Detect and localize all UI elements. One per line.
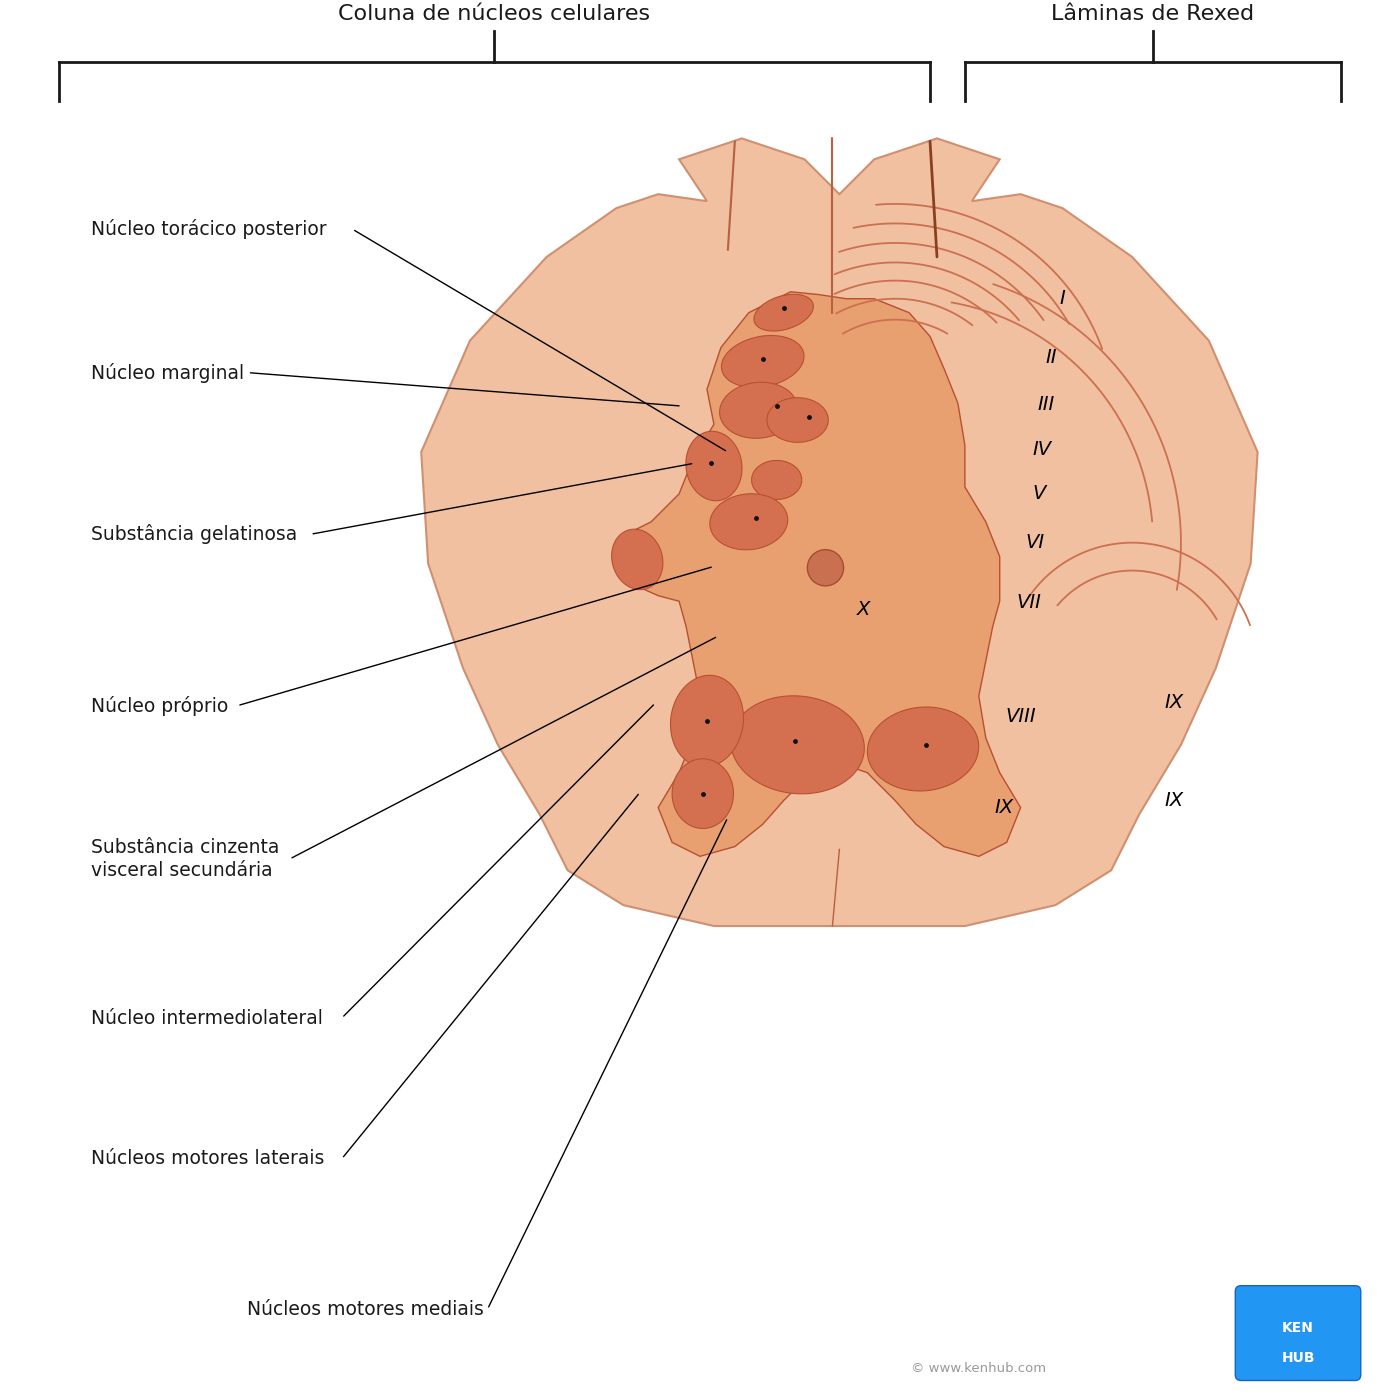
Text: X: X [857,601,869,619]
FancyBboxPatch shape [1235,1285,1361,1380]
Text: IV: IV [1032,440,1051,459]
Text: Núcleos motores laterais: Núcleos motores laterais [91,1149,325,1169]
Text: Núcleos motores mediais: Núcleos motores mediais [246,1299,484,1319]
Polygon shape [612,529,662,589]
Polygon shape [671,675,743,767]
Text: Substância gelatinosa: Substância gelatinosa [91,525,297,545]
Text: Núcleo próprio: Núcleo próprio [91,696,228,715]
Text: Núcleo marginal: Núcleo marginal [91,363,244,382]
Polygon shape [720,382,798,438]
Circle shape [808,550,844,585]
Text: © www.kenhub.com: © www.kenhub.com [911,1362,1046,1375]
Polygon shape [868,707,979,791]
Polygon shape [755,294,813,330]
Text: I: I [1060,290,1065,308]
Text: IX: IX [1165,791,1183,811]
Text: VIII: VIII [1005,707,1036,727]
Text: HUB: HUB [1281,1351,1315,1365]
Polygon shape [731,696,864,794]
Polygon shape [686,431,742,501]
Polygon shape [616,291,1021,857]
Text: Núcleo intermediolateral: Núcleo intermediolateral [91,1008,322,1028]
Text: Coluna de núcleos celulares: Coluna de núcleos celulares [339,4,651,24]
Polygon shape [672,759,734,829]
Polygon shape [752,461,802,500]
Text: KEN: KEN [1282,1320,1315,1334]
Polygon shape [767,398,829,442]
Polygon shape [710,494,788,550]
Text: VII: VII [1016,594,1042,612]
Text: IX: IX [1165,693,1183,713]
Polygon shape [721,336,804,388]
Text: VI: VI [1025,533,1044,552]
Text: IX: IX [994,798,1014,818]
Text: Lâminas de Rexed: Lâminas de Rexed [1051,4,1254,24]
Text: Substância cinzenta
visceral secundária: Substância cinzenta visceral secundária [91,837,279,881]
Polygon shape [421,139,1257,925]
Text: II: II [1046,347,1057,367]
Text: III: III [1037,395,1054,414]
Text: V: V [1032,484,1046,504]
Text: Núcleo torácico posterior: Núcleo torácico posterior [91,218,326,239]
